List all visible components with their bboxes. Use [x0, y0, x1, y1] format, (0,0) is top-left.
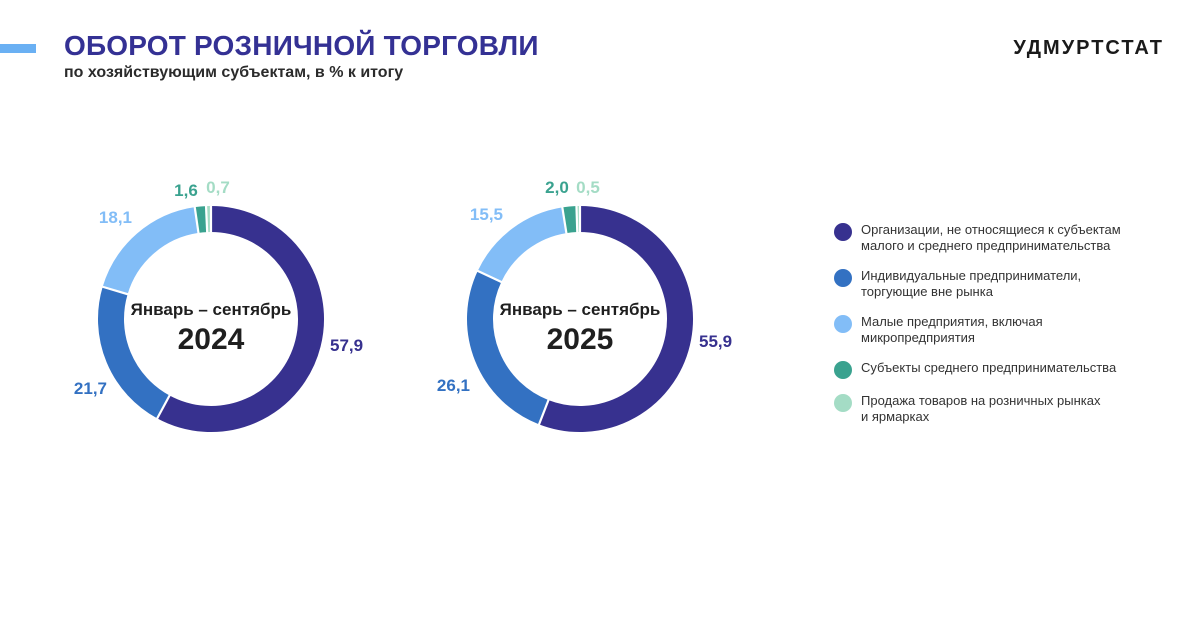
slice-separator [476, 269, 503, 284]
center-period-label: Январь – сентябрь [131, 300, 292, 319]
legend-swatch [834, 394, 852, 412]
legend-label: Организации, не относящиеся к субъектам … [861, 222, 1121, 253]
data-label: 0,7 [206, 178, 230, 197]
center-year-label: 2025 [547, 323, 614, 356]
donut-slice [477, 207, 567, 283]
legend-item: Продажа товаров на розничных рынках и яр… [834, 393, 1134, 425]
donut-slice [194, 206, 208, 233]
slice-separator [193, 206, 200, 235]
data-label: 55,9 [699, 332, 732, 351]
legend-label: Индивидуальные предприниматели, торгующи… [861, 268, 1082, 299]
legend-label: Продажа товаров на розничных рынках и яр… [861, 393, 1101, 424]
accent-bar [0, 44, 36, 53]
data-label: 18,1 [99, 208, 132, 227]
legend-item: Субъекты среднего предпринимательства [834, 360, 1134, 379]
center-period-label: Январь – сентябрь [500, 300, 661, 319]
donut-slice [102, 207, 199, 295]
slice-separator [101, 285, 129, 296]
donut-slice [157, 206, 324, 432]
slice-separator [561, 206, 568, 235]
donut-slice [98, 286, 170, 419]
legend-swatch [834, 269, 852, 287]
legend-swatch [834, 315, 852, 333]
data-label: 21,7 [74, 379, 107, 398]
data-label: 15,5 [470, 205, 503, 224]
data-label: 0,5 [576, 178, 600, 197]
donut-slice [539, 206, 693, 432]
data-label: 2,0 [545, 178, 569, 197]
legend-label: Малые предприятия, включая микропредприя… [861, 314, 1043, 345]
legend-item: Индивидуальные предприниматели, торгующи… [834, 268, 1134, 300]
legend-swatch [834, 223, 852, 241]
slice-separator [575, 205, 579, 234]
legend-label: Субъекты среднего предпринимательства [861, 360, 1117, 375]
slice-separator [204, 205, 209, 234]
legend-item: Малые предприятия, включая микропредприя… [834, 314, 1134, 346]
legend-swatch [834, 361, 852, 379]
brand-logo: УДМУРТСТАТ [1013, 37, 1164, 59]
slice-separator [537, 398, 550, 426]
donut-slice [562, 206, 578, 234]
data-label: 26,1 [437, 376, 470, 395]
data-label: 57,9 [330, 336, 363, 355]
donut-chart-2025: 55,9 26,1 15,5 2,0 0,5 Январь – сентябрь 2025 [437, 178, 732, 432]
page-title: ОБОРОТ РОЗНИЧНОЙ ТОРГОВЛИ [64, 30, 539, 61]
donut-slice [467, 270, 549, 425]
slice-separator [155, 394, 172, 420]
legend: Организации, не относящиеся к субъектам … [834, 222, 1134, 439]
page-subtitle: по хозяйствующим субъектам, в % к итогу [64, 64, 404, 81]
legend-item: Организации, не относящиеся к субъектам … [834, 222, 1134, 254]
data-label: 1,6 [174, 181, 198, 200]
center-year-label: 2024 [178, 323, 245, 356]
donut-chart-2024: 57,9 21,7 18,1 1,6 0,7 Январь – сентябрь 2024 [74, 178, 363, 432]
